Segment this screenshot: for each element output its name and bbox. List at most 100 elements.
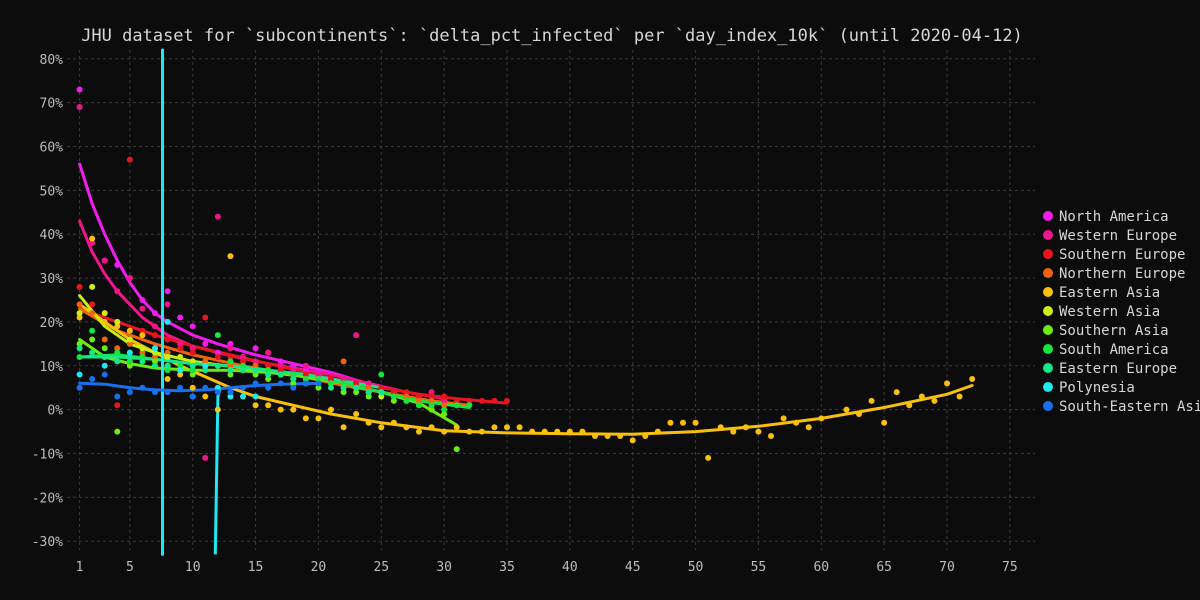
point-northern-europe [101,336,108,343]
point-northern-europe [202,358,209,365]
point-south-eastern-asia [290,384,297,391]
point-polynesia [76,371,83,378]
point-south-america [265,367,272,374]
point-eastern-asia [177,371,184,378]
point-eastern-asia [516,424,523,431]
point-southern-asia [252,371,259,378]
legend-item-polynesia[interactable]: Polynesia [1043,380,1135,396]
legend-item-southern-asia[interactable]: Southern Asia [1043,323,1169,339]
legend-item-western-europe[interactable]: Western Europe [1043,228,1177,244]
point-southern-europe [265,362,272,369]
point-north-america [76,86,83,93]
point-south-america [227,358,234,365]
legend-item-south-america[interactable]: South America [1043,342,1169,358]
point-polynesia [202,362,209,369]
point-eastern-asia [265,402,272,409]
legend-marker [1043,268,1053,278]
point-polynesia [227,393,234,400]
point-eastern-europe [76,345,83,352]
trend-line-polynesia-2 [213,387,222,555]
legend-item-western-asia[interactable]: Western Asia [1043,304,1160,320]
point-southern-asia [365,393,372,400]
x-axis-ticks: 1 5 10 15 20 25 30 35 40 45 50 55 60 65 70 75 [76,560,1018,575]
point-southern-europe [403,389,410,396]
point-polynesia [214,384,221,391]
legend-label: Western Europe [1059,228,1177,244]
point-northern-europe [164,349,171,356]
x-tick-label: 65 [876,560,892,575]
legend-item-eastern-asia[interactable]: Eastern Asia [1043,285,1160,301]
legend-label: Eastern Europe [1059,361,1177,377]
series-polynesia [76,318,259,400]
legend-item-south-eastern-asia[interactable]: South-Eastern Asia [1043,399,1200,415]
point-north-america [214,349,221,356]
point-south-america [428,402,435,409]
point-eastern-asia [705,454,712,461]
point-north-america [277,358,284,365]
point-southern-europe [152,332,158,339]
legend-label: Southern Asia [1059,323,1169,339]
point-eastern-asia [164,375,171,382]
point-eastern-europe [202,367,209,374]
point-western-europe [76,104,83,111]
legend-item-southern-europe[interactable]: Southern Europe [1043,247,1185,263]
point-western-europe [441,397,448,404]
point-western-asia [139,345,146,352]
point-south-eastern-asia [164,389,171,396]
point-southern-europe [328,375,334,382]
point-southern-europe [416,393,422,400]
point-western-europe [214,213,221,220]
point-southern-asia [189,371,196,378]
point-western-europe [152,323,158,330]
point-southern-asia [340,389,347,396]
point-western-asia [189,358,196,365]
point-south-america [315,375,322,382]
point-southern-europe [202,314,209,321]
legend-item-northern-europe[interactable]: Northern Europe [1043,266,1185,282]
point-south-america [177,362,184,369]
point-northern-europe [114,345,121,352]
point-eastern-asia [416,428,422,435]
point-southern-asia [265,375,272,382]
point-southern-europe [277,367,284,374]
point-eastern-asia [893,389,900,396]
point-eastern-asia [466,428,473,435]
x-tick-label: 20 [311,560,327,575]
point-northern-europe [152,354,158,361]
x-tick-label: 30 [436,560,452,575]
point-north-america [302,367,309,374]
point-south-america [139,354,146,361]
point-southern-asia [101,345,108,352]
point-western-europe [240,354,246,361]
point-eastern-asia [277,406,284,413]
legend-marker [1043,344,1053,354]
point-eastern-asia [478,428,485,435]
legend-label: Northern Europe [1059,266,1185,282]
point-eastern-europe [152,362,158,369]
point-western-europe [365,380,372,387]
point-south-eastern-asia [89,375,96,382]
legend[interactable]: North America Western Europe Southern Euro… [1043,209,1200,415]
point-southern-asia [290,380,297,387]
point-north-america [114,261,121,268]
point-western-asia [126,336,133,343]
point-eastern-asia [667,419,674,426]
point-eastern-europe [277,371,284,378]
legend-label: South-Eastern Asia [1059,399,1200,415]
point-south-eastern-asia [302,380,309,387]
point-northern-europe [428,397,435,404]
x-tick-label: 25 [373,560,389,575]
point-southern-europe [441,393,448,400]
point-eastern-asia [403,424,410,431]
point-eastern-europe [139,358,146,365]
point-western-asia [177,354,184,361]
point-south-eastern-asia [101,371,108,378]
point-eastern-europe [240,367,246,374]
legend-item-eastern-europe[interactable]: Eastern Europe [1043,361,1177,377]
point-south-america [453,402,460,409]
point-western-asia [378,393,385,400]
point-western-europe [315,371,322,378]
legend-item-north-america[interactable]: North America [1043,209,1169,225]
point-eastern-asia [89,235,96,242]
point-northern-europe [139,349,146,356]
